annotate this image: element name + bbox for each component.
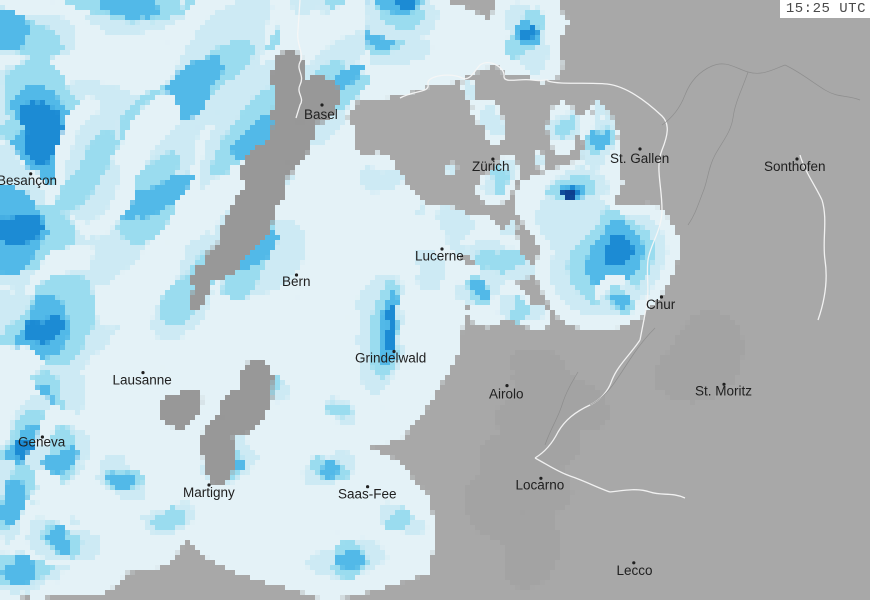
svg-text:Martigny: Martigny [183,485,235,500]
svg-text:Saas-Fee: Saas-Fee [338,487,397,502]
svg-text:Zürich: Zürich [472,159,510,174]
svg-text:Lucerne: Lucerne [415,249,464,264]
svg-text:Geneva: Geneva [18,434,66,449]
svg-text:Sonthofen: Sonthofen [764,159,826,174]
svg-text:Chur: Chur [646,297,676,312]
svg-text:Besançon: Besançon [0,173,57,188]
svg-text:Airolo: Airolo [489,387,524,402]
svg-text:St. Moritz: St. Moritz [695,384,752,399]
svg-text:Lecco: Lecco [617,563,653,578]
svg-text:Lausanne: Lausanne [113,373,172,388]
svg-text:Basel: Basel [304,107,338,122]
svg-text:Bern: Bern [282,274,311,289]
svg-text:St. Gallen: St. Gallen [610,151,669,166]
svg-text:Locarno: Locarno [516,478,565,493]
svg-text:Grindelwald: Grindelwald [355,351,426,366]
